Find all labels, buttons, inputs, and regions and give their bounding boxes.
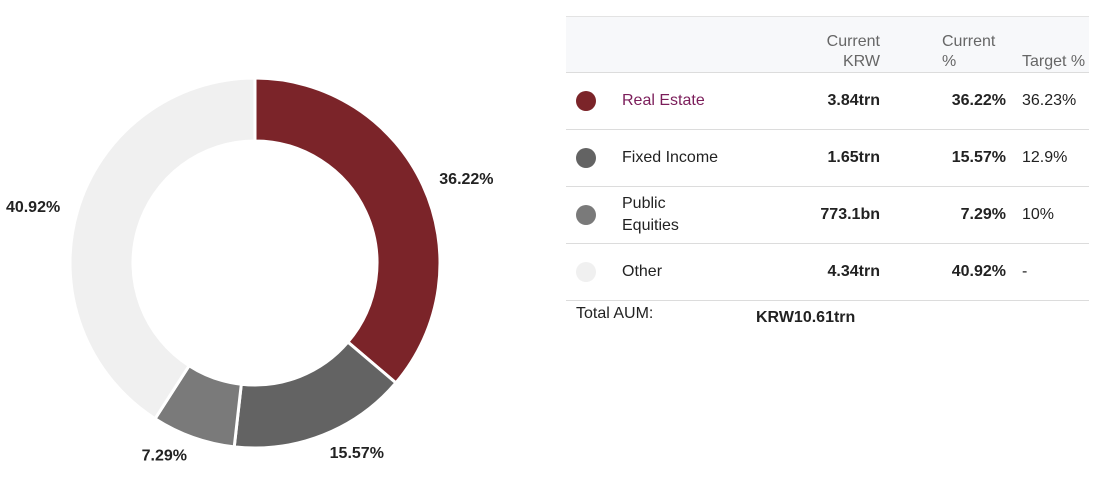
current-krw-cell: 3.84trn	[827, 92, 880, 109]
target-pct-cell: 12.9%	[1022, 149, 1068, 166]
asset-name-fixed-income: Fixed Income	[622, 149, 719, 166]
header-current-krw-line2: KRW	[842, 53, 880, 70]
target-pct-cell: -	[1022, 263, 1028, 280]
target-pct-cell: 36.23%	[1022, 92, 1077, 109]
current-pct-cell: 7.29%	[960, 206, 1006, 223]
asset-name-other: Other	[622, 263, 663, 280]
donut-chart-svg: 36.22% 15.57% 7.29% 40.92%	[6, 76, 494, 464]
header-color	[566, 17, 622, 73]
header-current-krw: Current KRW	[756, 17, 902, 73]
header-current-pct-line2: %	[942, 53, 957, 70]
total-aum-value: KRW10.61trn	[756, 309, 856, 326]
legend-dot-real-estate	[576, 91, 596, 111]
legend-dot-fixed-income	[576, 148, 596, 168]
donut-slice-real-estate[interactable]	[253, 76, 442, 385]
donut-label-fixed-income: 15.57%	[330, 445, 384, 462]
donut-label-other: 40.92%	[6, 199, 60, 216]
table-row: Public Equities 773.1bn 7.29% 10%	[566, 186, 1089, 244]
legend-dot-public-equities	[576, 205, 596, 225]
header-current-pct-line1: Current	[942, 33, 996, 50]
allocation-table: Current KRW Current % Target % Real Esta…	[566, 16, 1089, 333]
donut-slices	[68, 76, 442, 450]
legend-dot-other	[576, 262, 596, 282]
table-row: Other 4.34trn 40.92% -	[566, 243, 1089, 301]
total-aum-label: Total AUM:	[576, 305, 654, 322]
donut-labels: 36.22% 15.57% 7.29% 40.92%	[6, 171, 494, 464]
current-pct-cell: 40.92%	[951, 263, 1006, 280]
asset-name-line1: Public	[622, 195, 666, 212]
current-pct-cell: 36.22%	[951, 92, 1006, 109]
header-name	[622, 17, 756, 73]
current-krw-cell: 1.65trn	[827, 149, 880, 166]
total-row: Total AUM: KRW10.61trn	[566, 300, 1089, 333]
table-row: Real Estate 3.84trn 36.22% 36.23%	[566, 72, 1089, 130]
current-pct-cell: 15.57%	[951, 149, 1006, 166]
header-current-krw-line1: Current	[826, 33, 880, 50]
header-current-pct: Current %	[902, 17, 1022, 73]
allocation-table-wrap: Current KRW Current % Target % Real Esta…	[566, 16, 1089, 333]
current-krw-cell: 773.1bn	[820, 206, 880, 223]
asset-name-line2: Equities	[622, 217, 679, 234]
donut-chart: 36.22% 15.57% 7.29% 40.92%	[6, 76, 494, 464]
current-krw-cell: 4.34trn	[827, 263, 880, 280]
asset-link-real-estate[interactable]: Real Estate	[622, 92, 705, 109]
table-header-row: Current KRW Current % Target %	[566, 16, 1089, 73]
header-target-pct: Target %	[1022, 53, 1086, 70]
donut-slice-other[interactable]	[68, 76, 257, 421]
asset-name-public-equities: Public Equities	[622, 187, 756, 244]
donut-label-real-estate: 36.22%	[439, 171, 493, 188]
table-row: Fixed Income 1.65trn 15.57% 12.9%	[566, 129, 1089, 187]
target-pct-cell: 10%	[1022, 206, 1055, 223]
donut-label-public-equities: 7.29%	[142, 447, 187, 464]
